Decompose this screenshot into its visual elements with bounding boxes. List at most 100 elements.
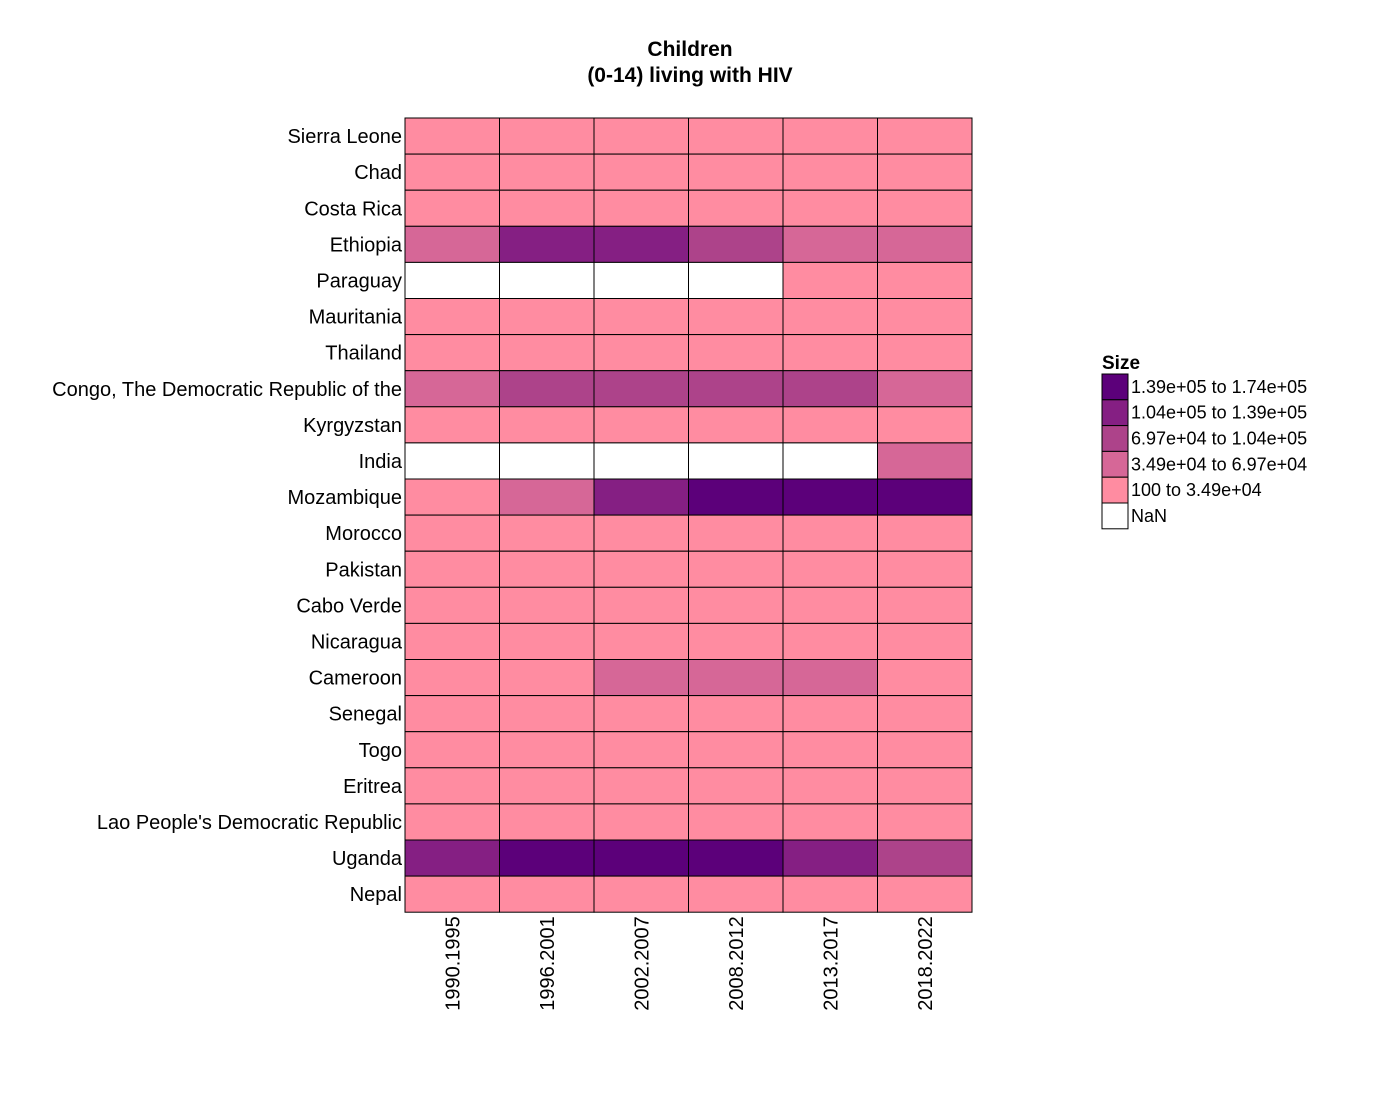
heatmap-cell bbox=[593, 839, 689, 877]
heatmap-cell bbox=[688, 298, 784, 336]
heatmap-cells bbox=[404, 117, 973, 913]
heatmap-cell bbox=[593, 622, 689, 661]
row-label: Congo, The Democratic Republic of the bbox=[52, 379, 402, 401]
heatmap-cell bbox=[593, 334, 689, 372]
heatmap-cell bbox=[688, 334, 784, 372]
row-label: Uganda bbox=[332, 848, 403, 870]
heatmap-cell bbox=[877, 478, 973, 516]
heatmap-cell bbox=[499, 695, 595, 733]
heatmap-cell bbox=[499, 731, 595, 769]
heatmap-cell bbox=[688, 839, 784, 877]
row-label: Mauritania bbox=[309, 307, 403, 329]
heatmap-cell bbox=[782, 659, 878, 697]
heatmap-cell bbox=[593, 695, 689, 733]
heatmap-cell bbox=[877, 298, 973, 336]
column-label: 2008.2012 bbox=[726, 916, 748, 1011]
heatmap-cell bbox=[688, 767, 784, 805]
heatmap-cell bbox=[593, 189, 689, 227]
heatmap-cell bbox=[404, 839, 500, 877]
heatmap-cell bbox=[404, 586, 500, 624]
heatmap-cell bbox=[404, 370, 500, 408]
row-label: Chad bbox=[354, 162, 402, 184]
heatmap-cell bbox=[782, 550, 878, 588]
heatmap-cell bbox=[404, 117, 500, 155]
heatmap-cell bbox=[688, 442, 784, 480]
heatmap-cell bbox=[877, 153, 973, 191]
heatmap-cell bbox=[877, 803, 973, 841]
heatmap-cell bbox=[593, 803, 689, 841]
heatmap-cell bbox=[877, 442, 973, 480]
heatmap-cell bbox=[782, 442, 878, 480]
heatmap-cell bbox=[593, 875, 689, 913]
heatmap-cell bbox=[877, 550, 973, 588]
chart-title-line-1: Children bbox=[647, 38, 732, 61]
legend-label: 6.97e+04 to 1.04e+05 bbox=[1131, 429, 1307, 449]
row-label: Cabo Verde bbox=[296, 595, 402, 617]
heatmap-cell bbox=[499, 875, 595, 913]
heatmap-cell bbox=[499, 298, 595, 336]
chart-title: Children (0-14) living with HIV bbox=[587, 38, 792, 87]
heatmap-cell bbox=[688, 586, 784, 624]
heatmap-cell bbox=[593, 225, 689, 263]
heatmap-cell bbox=[593, 298, 689, 336]
heatmap-cell bbox=[404, 189, 500, 227]
heatmap-cell bbox=[688, 478, 784, 516]
heatmap-cell bbox=[688, 695, 784, 733]
row-label: Morocco bbox=[325, 523, 402, 545]
heatmap-cell bbox=[688, 117, 784, 155]
heatmap-cell bbox=[782, 370, 878, 408]
legend-title: Size bbox=[1102, 353, 1140, 374]
heatmap-cell bbox=[782, 695, 878, 733]
heatmap-cell bbox=[404, 659, 500, 697]
heatmap-cell bbox=[499, 478, 595, 516]
column-label: 2018.2022 bbox=[915, 916, 937, 1011]
heatmap-cell bbox=[593, 406, 689, 444]
heatmap-cell bbox=[877, 225, 973, 263]
row-label: Kyrgyzstan bbox=[303, 415, 402, 437]
heatmap-cell bbox=[404, 622, 500, 661]
heatmap-cell bbox=[877, 839, 973, 877]
heatmap-cell bbox=[782, 622, 878, 661]
heatmap-cell bbox=[688, 370, 784, 408]
heatmap-cell bbox=[877, 731, 973, 769]
column-labels: 1990.1995 1996.2001 2002.2007 2008.2012 2013… bbox=[442, 916, 937, 1011]
heatmap-cell bbox=[404, 803, 500, 841]
heatmap-cell bbox=[782, 767, 878, 805]
heatmap-cell bbox=[404, 153, 500, 191]
row-label: Nicaragua bbox=[311, 631, 403, 653]
heatmap-cell bbox=[499, 117, 595, 155]
heatmap-cell bbox=[877, 695, 973, 733]
legend-swatch bbox=[1101, 399, 1129, 427]
heatmap-cell bbox=[404, 767, 500, 805]
legend: Size 1.39e+05 to 1.74e+05 1.04e+05 to 1.3… bbox=[1101, 353, 1307, 530]
row-labels: Sierra Leone Chad Costa Rica Ethiopia Paragu… bbox=[52, 126, 403, 906]
heatmap-cell bbox=[688, 189, 784, 227]
legend-swatch bbox=[1101, 450, 1129, 478]
column-label: 1996.2001 bbox=[537, 916, 559, 1011]
heatmap-cell bbox=[404, 514, 500, 552]
row-label: Eritrea bbox=[343, 776, 403, 798]
row-label: Paraguay bbox=[316, 270, 402, 292]
heatmap-cell bbox=[404, 442, 500, 480]
row-label: Senegal bbox=[329, 704, 402, 726]
column-label: 2002.2007 bbox=[631, 916, 653, 1011]
heatmap-cell bbox=[593, 731, 689, 769]
row-label: Mozambique bbox=[287, 487, 402, 509]
heatmap-cell bbox=[877, 334, 973, 372]
heatmap-cell bbox=[499, 189, 595, 227]
heatmap-cell bbox=[782, 478, 878, 516]
heatmap-cell bbox=[593, 767, 689, 805]
heatmap-cell bbox=[688, 622, 784, 661]
row-label: Ethiopia bbox=[330, 234, 403, 256]
row-label: India bbox=[359, 451, 403, 473]
column-label: 2013.2017 bbox=[820, 916, 842, 1011]
heatmap-cell bbox=[499, 261, 595, 299]
heatmap-cell bbox=[499, 514, 595, 552]
legend-swatch bbox=[1101, 476, 1129, 504]
heatmap-cell bbox=[499, 370, 595, 408]
legend-swatch bbox=[1101, 373, 1129, 401]
legend-label: 100 to 3.49e+04 bbox=[1131, 480, 1262, 500]
legend-swatch bbox=[1101, 425, 1129, 452]
heatmap-cell bbox=[499, 550, 595, 588]
heatmap-cell bbox=[782, 839, 878, 877]
